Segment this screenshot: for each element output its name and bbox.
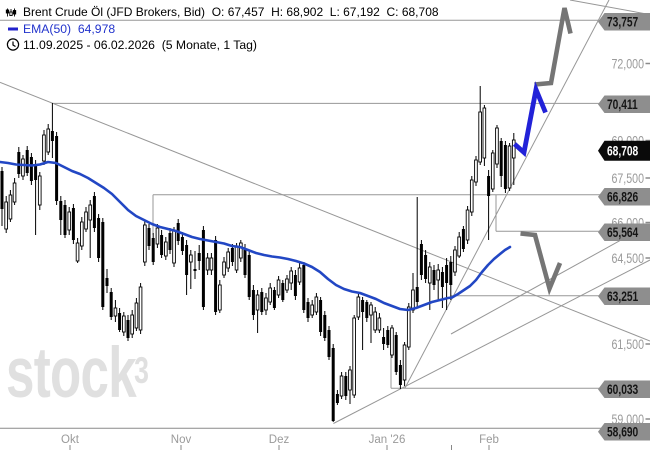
svg-text:Nov: Nov (171, 434, 192, 446)
svg-text:Dez: Dez (269, 434, 290, 446)
svg-text:Jan '26: Jan '26 (369, 434, 406, 446)
svg-text:stock: stock (6, 334, 137, 413)
svg-text:64,500: 64,500 (611, 251, 644, 267)
svg-text:67,500: 67,500 (611, 171, 644, 187)
svg-text:63,251: 63,251 (607, 289, 638, 305)
svg-text:73,757: 73,757 (607, 14, 638, 30)
svg-text:Okt: Okt (61, 434, 80, 446)
svg-text:61,500: 61,500 (611, 337, 644, 353)
svg-text:Feb: Feb (479, 434, 499, 446)
svg-text:58,690: 58,690 (607, 424, 638, 440)
svg-text:70,411: 70,411 (607, 97, 638, 113)
svg-text:65,564: 65,564 (607, 225, 638, 241)
svg-text:60,033: 60,033 (607, 382, 638, 398)
svg-text:11.09.2025 - 06.02.2026 (5 Mo: 11.09.2025 - 06.02.2026 (5 Monate, 1 Tag… (23, 38, 257, 52)
svg-text:3: 3 (134, 350, 149, 391)
svg-text:EMA(50) 64,978: EMA(50) 64,978 (23, 22, 115, 36)
svg-text:Brent Crude Öl (JFD Brokers, B: Brent Crude Öl (JFD Brokers, Bid) O: 67,… (23, 5, 439, 19)
svg-text:68,708: 68,708 (607, 143, 638, 159)
svg-text:72,000: 72,000 (611, 56, 644, 72)
svg-text:66,826: 66,826 (607, 189, 638, 205)
